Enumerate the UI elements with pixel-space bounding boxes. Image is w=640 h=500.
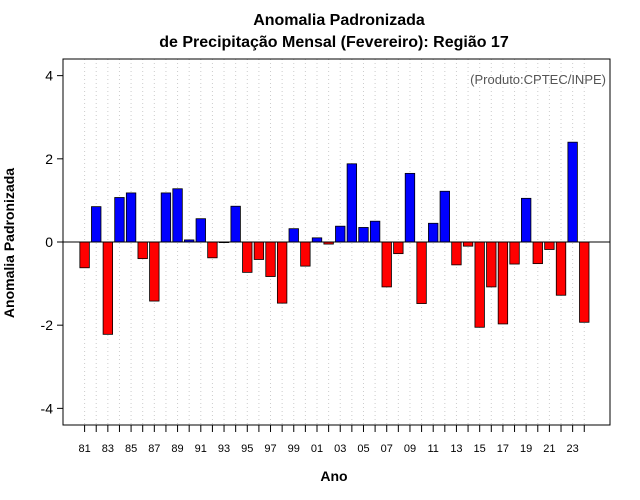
y-tick-label: 4	[45, 68, 53, 84]
x-axis: 81 83 85 87 89 91 93 95 97 99 01 03 05 07 09 11 13 15 17 19…	[78, 425, 585, 455]
chart-title-line1: Anomalia Padronizada	[253, 12, 425, 29]
x-tick-label: 95	[241, 443, 253, 455]
x-tick-label: 99	[288, 443, 300, 455]
bar-2011	[428, 222, 439, 243]
bar-2003	[335, 225, 346, 243]
bar-1985	[125, 192, 137, 243]
x-tick-label: 15	[474, 443, 486, 455]
bar-1996	[253, 241, 265, 260]
x-tick-label: 91	[195, 443, 207, 455]
bar-2021	[544, 241, 555, 250]
grid	[84, 59, 585, 425]
bar-1991	[195, 218, 206, 243]
bar-1992	[207, 241, 218, 259]
bar-2017	[497, 241, 509, 325]
bar-2015	[474, 241, 485, 328]
bar-2023	[567, 141, 578, 243]
bar-2008	[393, 241, 404, 255]
x-tick-label: 81	[78, 443, 90, 455]
chart-title-line2: de Precipitação Mensal (Fevereiro): Regi…	[159, 34, 509, 51]
bar-2018	[509, 241, 520, 265]
x-tick-label: 05	[357, 443, 369, 455]
bar-1994	[230, 205, 241, 243]
bar-2020	[532, 241, 543, 265]
bar-1986	[137, 241, 148, 260]
bar-1989	[172, 188, 183, 243]
bar-2010	[416, 241, 427, 304]
bar-2005	[358, 227, 369, 243]
bar-1995	[242, 241, 253, 273]
bar-2000	[300, 241, 311, 267]
bar-2009	[404, 172, 416, 243]
bar-2014	[462, 241, 474, 247]
y-tick-label: 2	[45, 151, 53, 167]
bar-1981	[79, 241, 90, 269]
bar-2013	[451, 241, 462, 266]
y-axis: -4 -2 0 2 4	[41, 68, 63, 416]
bar-1988	[160, 192, 172, 243]
x-tick-label: 93	[218, 443, 230, 455]
bar-1984	[114, 197, 125, 243]
x-tick-label: 21	[543, 443, 555, 455]
y-tick-label: -4	[41, 400, 54, 416]
bar-1999	[288, 228, 299, 243]
x-tick-label: 23	[567, 443, 579, 455]
bar-2012	[439, 190, 450, 243]
bar-2006	[369, 220, 381, 243]
x-tick-label: 01	[311, 443, 323, 455]
x-tick-label: 17	[497, 443, 509, 455]
y-tick-label: 0	[45, 234, 53, 250]
x-tick-label: 07	[381, 443, 393, 455]
x-tick-label: 09	[404, 443, 416, 455]
x-tick-label: 19	[520, 443, 532, 455]
bar-1982	[91, 206, 102, 243]
bars	[79, 141, 590, 335]
y-axis-label: Anomalia Padronizada	[1, 168, 17, 318]
bar-1997	[265, 241, 276, 277]
bar-2022	[555, 241, 567, 296]
x-axis-label: Ano	[320, 468, 347, 484]
bar-2016	[486, 241, 497, 288]
bar-1983	[102, 241, 113, 335]
x-tick-label: 13	[450, 443, 462, 455]
bar-2001	[311, 237, 323, 243]
x-tick-label: 11	[427, 443, 438, 455]
x-tick-label: 89	[171, 443, 183, 455]
bar-2007	[381, 241, 392, 288]
bar-1987	[149, 241, 160, 302]
x-tick-label: 83	[102, 443, 114, 455]
bar-1998	[276, 241, 288, 304]
x-tick-label: 87	[148, 443, 160, 455]
x-tick-label: 97	[264, 443, 276, 455]
bar-2019	[521, 197, 532, 243]
x-tick-label: 85	[125, 443, 137, 455]
x-tick-label: 03	[334, 443, 346, 455]
bar-2004	[346, 163, 358, 243]
y-tick-label: -2	[41, 317, 54, 333]
credit-text: (Produto:CPTEC/INPE)	[470, 72, 606, 87]
bar-2024	[579, 241, 590, 323]
